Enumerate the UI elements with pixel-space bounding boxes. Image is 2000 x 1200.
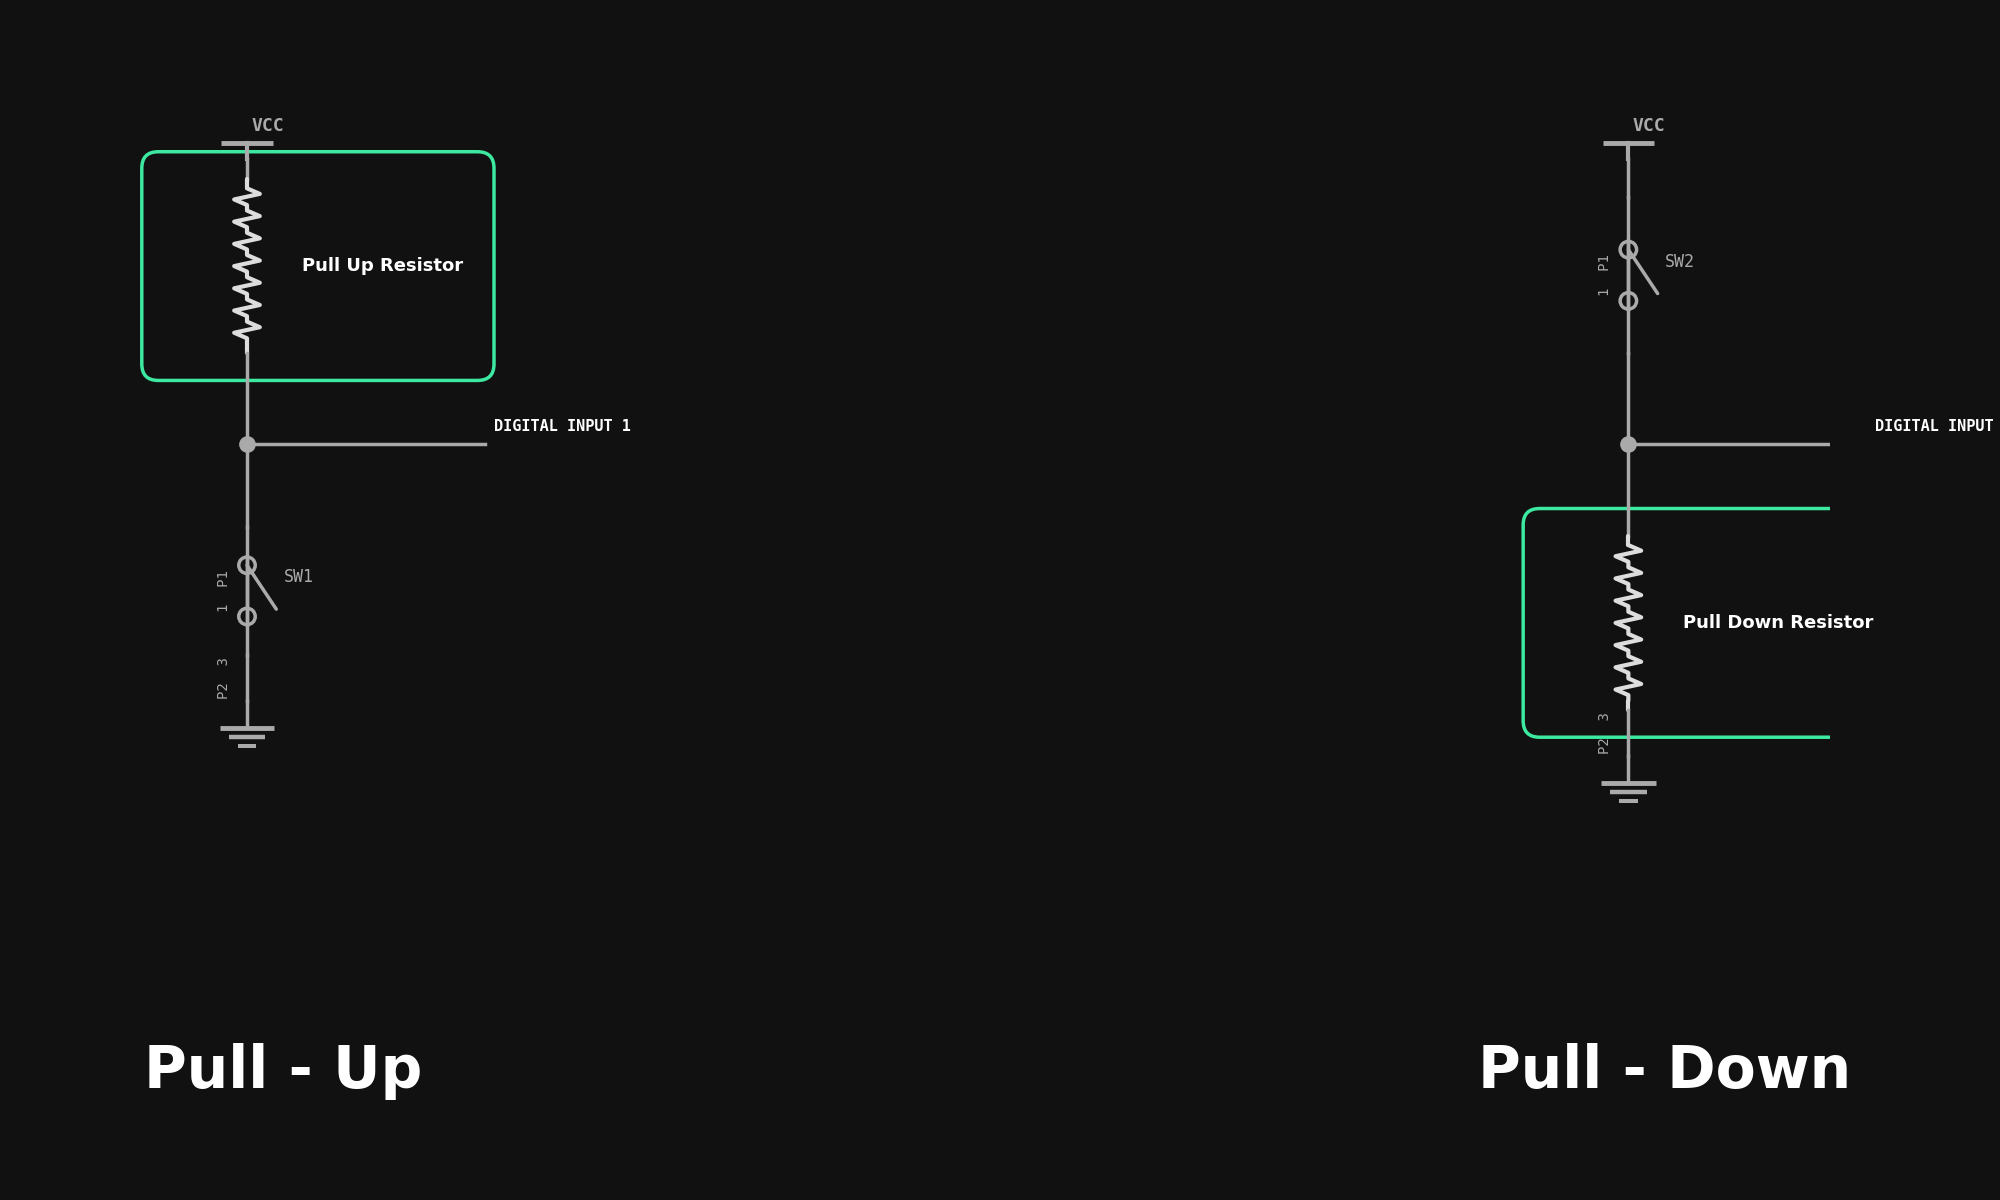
Text: Pull Up Resistor: Pull Up Resistor: [302, 257, 464, 275]
Text: P2  3: P2 3: [216, 656, 230, 698]
Text: VCC: VCC: [252, 118, 284, 136]
Text: SW1: SW1: [284, 568, 314, 586]
Text: DIGITAL INPUT 2: DIGITAL INPUT 2: [1876, 419, 2000, 433]
Text: DIGITAL INPUT 1: DIGITAL INPUT 1: [494, 419, 630, 433]
Text: SW2: SW2: [1664, 252, 1694, 270]
Text: VCC: VCC: [1632, 118, 1666, 136]
Text: Pull Down Resistor: Pull Down Resistor: [1684, 614, 1874, 632]
Text: Pull - Up: Pull - Up: [144, 1043, 422, 1099]
Text: P2  3: P2 3: [1598, 712, 1612, 754]
Text: 1  P1: 1 P1: [1598, 254, 1612, 296]
Text: Pull - Down: Pull - Down: [1478, 1043, 1852, 1099]
Text: 1  P1: 1 P1: [216, 570, 230, 612]
